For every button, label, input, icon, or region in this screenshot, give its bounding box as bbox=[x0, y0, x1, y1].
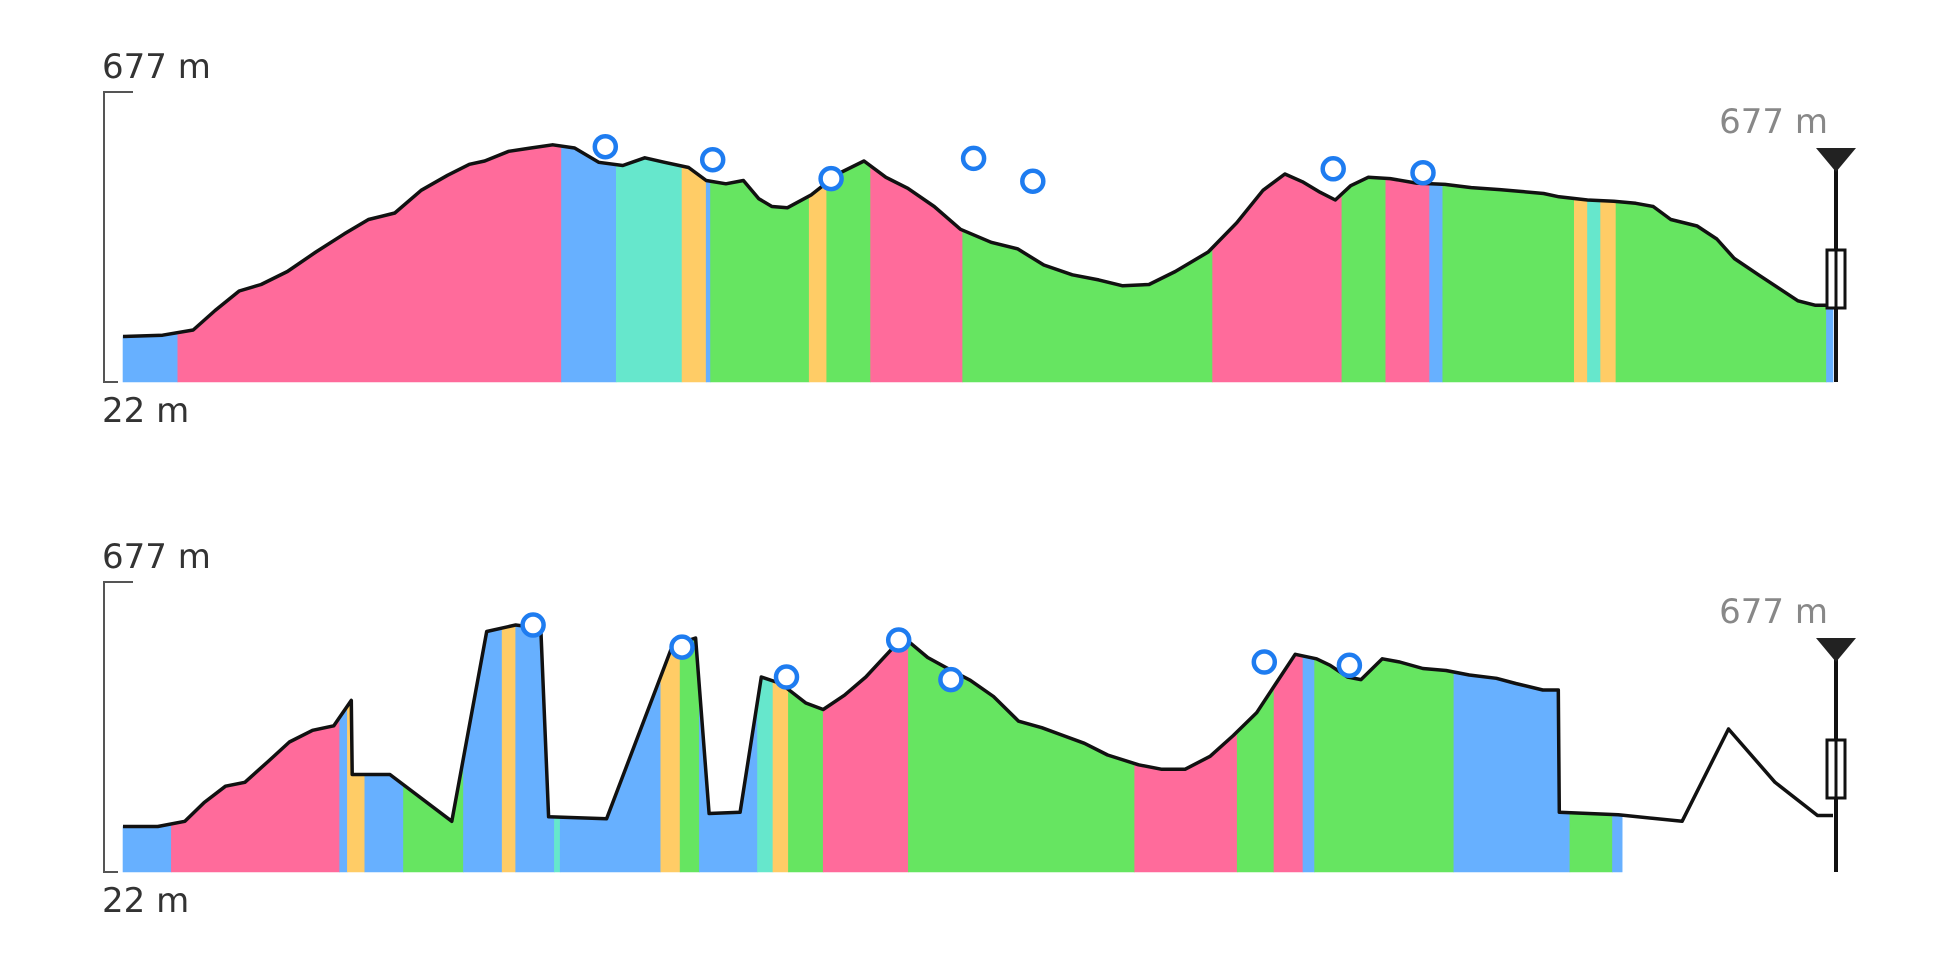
waypoint-icon-5 bbox=[1320, 156, 1346, 182]
waypoint-icon-2 bbox=[818, 165, 844, 192]
marker-flag-icon bbox=[1816, 148, 1856, 172]
position-marker[interactable] bbox=[1816, 638, 1856, 872]
profile-segment-9 bbox=[870, 165, 964, 383]
profile-segment-10 bbox=[962, 229, 1213, 383]
profile-segment-9 bbox=[554, 816, 561, 873]
elevation-chart-full: 677 m 22 m 677 m bbox=[102, 47, 1856, 431]
profile-segment-26 bbox=[1612, 814, 1623, 873]
waypoint-icon-0 bbox=[592, 133, 619, 160]
profile-segment-5 bbox=[705, 180, 711, 383]
elevation-chart-edited: 677 m 22 m 677 m bbox=[102, 537, 1856, 921]
profile-segment-4 bbox=[681, 165, 707, 383]
profile-segment-16 bbox=[1573, 198, 1588, 383]
profile-segment-14 bbox=[757, 676, 774, 873]
profile-segment-15 bbox=[1442, 183, 1575, 383]
profile-segment-20 bbox=[1826, 305, 1834, 383]
waypoint-icon-3 bbox=[960, 145, 987, 172]
waypoint-icon-5 bbox=[1251, 649, 1278, 675]
y-min-label: 22 m bbox=[102, 391, 189, 431]
profile-segment-25 bbox=[1569, 812, 1613, 873]
waypoint-markers bbox=[592, 133, 1436, 194]
profile-segment-2 bbox=[561, 145, 617, 383]
profile-segment-6 bbox=[710, 180, 810, 383]
profile-segment-7 bbox=[808, 182, 828, 383]
profile-segment-11 bbox=[660, 642, 681, 873]
axis-bracket bbox=[103, 581, 133, 873]
waypoint-icon-2 bbox=[773, 664, 800, 690]
profile-segment-7 bbox=[501, 624, 517, 873]
profile-segment-19 bbox=[1134, 730, 1238, 873]
profile-segment-0 bbox=[122, 332, 179, 383]
profile-segment-3 bbox=[615, 157, 683, 383]
profile-line bbox=[123, 623, 1833, 829]
marker-elevation-label: 677 m bbox=[1719, 102, 1828, 142]
profile-segment-4 bbox=[364, 774, 404, 873]
y-axis-bracket bbox=[103, 91, 133, 383]
profile-segments bbox=[122, 144, 1834, 383]
profile-segment-17 bbox=[1587, 199, 1601, 383]
profile-segments bbox=[122, 624, 1623, 873]
y-max-label: 677 m bbox=[102, 537, 211, 577]
profile-segment-11 bbox=[1212, 173, 1343, 383]
profile-segment-8 bbox=[515, 624, 555, 873]
profile-segment-8 bbox=[826, 160, 871, 383]
profile-line bbox=[122, 143, 1833, 339]
waypoint-icon-4 bbox=[938, 666, 964, 693]
profile-outline bbox=[122, 143, 1833, 339]
profile-segment-2 bbox=[339, 705, 348, 873]
profile-segment-22 bbox=[1302, 655, 1315, 873]
marker-elevation-label: 677 m bbox=[1719, 592, 1828, 632]
profile-segment-15 bbox=[772, 680, 789, 873]
profile-segment-12 bbox=[1341, 176, 1387, 383]
profile-segment-21 bbox=[1273, 653, 1304, 873]
profile-segment-10 bbox=[559, 676, 662, 873]
position-marker[interactable] bbox=[1816, 148, 1856, 382]
profile-segment-19 bbox=[1615, 201, 1827, 383]
waypoint-icon-3 bbox=[885, 627, 912, 653]
y-min-label: 22 m bbox=[102, 881, 189, 921]
y-max-label: 677 m bbox=[102, 47, 211, 87]
profile-segment-13 bbox=[1385, 177, 1430, 383]
waypoint-icon-6 bbox=[1336, 652, 1363, 679]
waypoint-icon-6 bbox=[1410, 159, 1436, 186]
profile-segment-16 bbox=[788, 688, 824, 873]
y-axis-bracket bbox=[103, 581, 133, 873]
waypoint-markers bbox=[520, 612, 1363, 693]
profile-segment-18 bbox=[1600, 200, 1617, 383]
waypoint-icon-1 bbox=[669, 634, 695, 660]
profile-segment-23 bbox=[1314, 658, 1455, 873]
profile-outline bbox=[123, 623, 1833, 829]
waypoint-icon-1 bbox=[699, 146, 726, 173]
marker-flag-icon bbox=[1816, 638, 1856, 662]
waypoint-icon-0 bbox=[520, 612, 546, 638]
profile-segment-0 bbox=[122, 823, 172, 873]
profile-segment-14 bbox=[1429, 183, 1444, 383]
axis-bracket bbox=[103, 91, 133, 383]
profile-segment-1 bbox=[177, 144, 562, 383]
waypoint-icon-4 bbox=[1020, 168, 1046, 194]
profile-segment-6 bbox=[463, 627, 503, 873]
profile-segment-1 bbox=[171, 716, 341, 873]
profile-segment-24 bbox=[1453, 671, 1571, 873]
